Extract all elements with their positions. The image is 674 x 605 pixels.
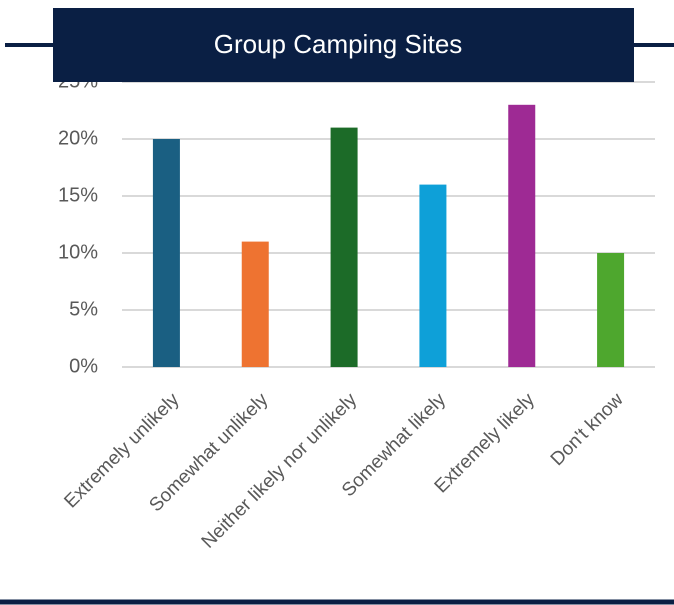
y-tick-label: 15% [58,184,98,206]
y-tick-label: 20% [58,127,98,149]
banner-box [53,8,634,82]
bar [152,139,180,367]
bar [419,184,447,367]
bar [241,241,269,367]
y-tick-label: 0% [69,355,98,377]
title-banner: Group Camping Sites [5,8,674,82]
bar [330,127,358,367]
bar [597,253,625,367]
bar [508,104,536,368]
x-tick-label: Neither likely nor unlikely [198,389,362,553]
y-tick-label: 5% [69,298,98,320]
y-tick-label: 10% [58,241,98,263]
chart-title: Group Camping Sites [214,29,463,59]
x-tick-label: Don't know [547,389,628,470]
